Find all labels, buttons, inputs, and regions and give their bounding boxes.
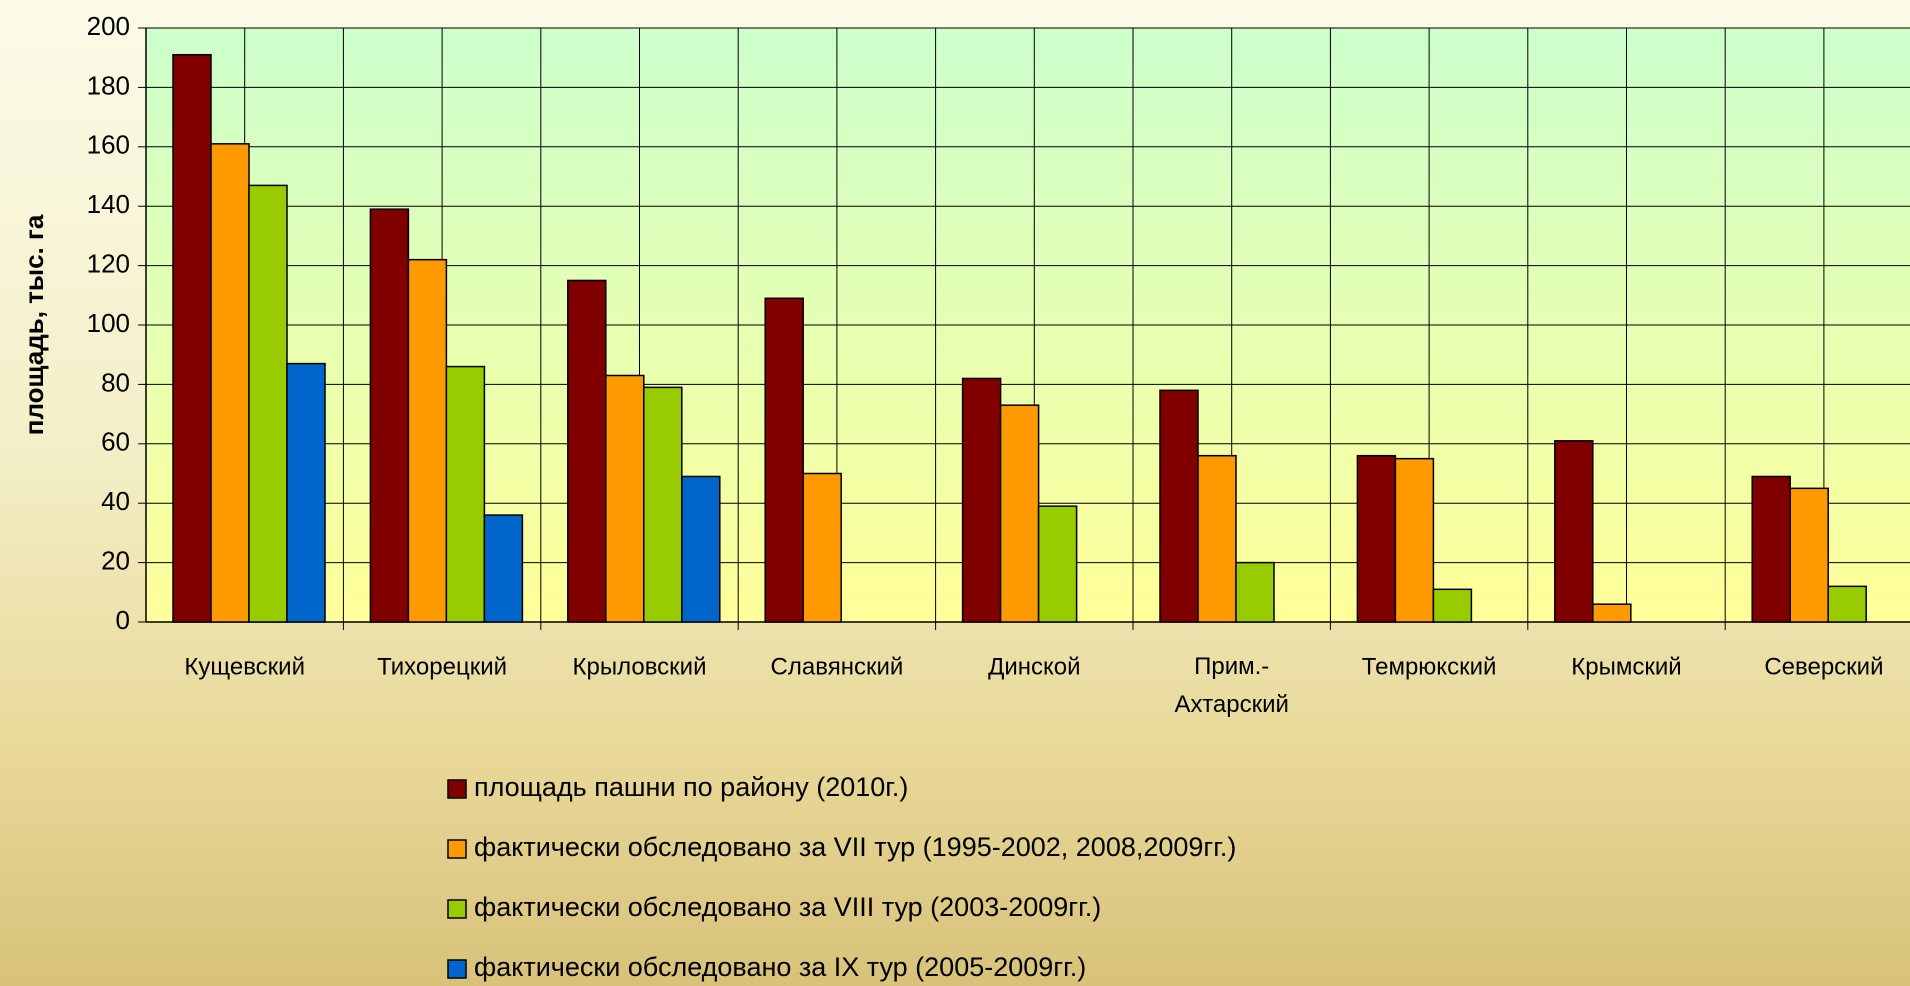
bar bbox=[1197, 454, 1237, 623]
y-tick-label: 20 bbox=[101, 545, 130, 575]
x-tick-label: Темрюкский bbox=[1362, 653, 1497, 680]
bar bbox=[1789, 487, 1829, 623]
bar bbox=[567, 279, 607, 623]
x-tick-label: Крымский bbox=[1571, 653, 1681, 680]
bar bbox=[1554, 440, 1594, 623]
y-tick-label: 60 bbox=[101, 427, 130, 457]
bar bbox=[961, 377, 1002, 623]
y-tick-label: 0 bbox=[116, 605, 130, 635]
x-tick-label: Славянский bbox=[771, 653, 904, 680]
bar bbox=[605, 374, 645, 623]
bar bbox=[1356, 454, 1397, 623]
bar bbox=[999, 404, 1040, 623]
y-tick-label: 140 bbox=[87, 189, 130, 219]
x-tick-label: Кущевский bbox=[184, 653, 305, 680]
bar bbox=[369, 208, 410, 623]
bar bbox=[172, 53, 212, 623]
bar bbox=[764, 297, 804, 623]
bar bbox=[445, 365, 486, 623]
x-tick-label: Крыловский bbox=[573, 653, 707, 680]
bar bbox=[681, 475, 721, 623]
bar bbox=[1235, 561, 1275, 623]
bar bbox=[1432, 588, 1473, 623]
x-tick-label: Динской bbox=[988, 653, 1080, 680]
x-tick-label: Тихорецкий bbox=[377, 653, 507, 680]
bar bbox=[210, 143, 250, 623]
x-tick-label: Северский bbox=[1764, 653, 1883, 680]
legend-label: фактически обследовано за VII тур (1995-… bbox=[474, 832, 1236, 862]
bar bbox=[802, 472, 842, 623]
y-axis-label: площадь, тыс. га bbox=[19, 214, 49, 435]
bar bbox=[483, 514, 524, 623]
legend-label: фактически обследовано за IX тур (2005-2… bbox=[474, 952, 1086, 982]
bar bbox=[643, 386, 683, 623]
x-tick-label: Прим.-Ахтарский bbox=[1174, 653, 1288, 718]
y-tick-label: 180 bbox=[87, 70, 130, 100]
legend-label: фактически обследовано за VIII тур (2003… bbox=[474, 892, 1101, 922]
bar bbox=[248, 184, 288, 623]
bar bbox=[1827, 585, 1867, 623]
bar bbox=[1394, 457, 1435, 623]
bar bbox=[407, 258, 448, 623]
bar bbox=[286, 362, 326, 623]
bar bbox=[1159, 389, 1199, 623]
y-tick-label: 160 bbox=[87, 130, 130, 160]
legend-label: площадь пашни по району (2010г.) bbox=[474, 772, 908, 802]
legend-swatch bbox=[447, 959, 467, 979]
bar bbox=[1592, 603, 1632, 623]
bar bbox=[1751, 475, 1791, 623]
legend-swatch bbox=[447, 839, 467, 859]
y-tick-label: 80 bbox=[101, 367, 130, 397]
bar bbox=[1037, 505, 1078, 623]
y-tick-label: 120 bbox=[87, 248, 130, 278]
legend-swatch bbox=[447, 779, 467, 799]
y-tick-label: 100 bbox=[87, 308, 130, 338]
y-tick-label: 200 bbox=[87, 11, 130, 41]
y-tick-label: 40 bbox=[101, 486, 130, 516]
legend-swatch bbox=[447, 899, 467, 919]
